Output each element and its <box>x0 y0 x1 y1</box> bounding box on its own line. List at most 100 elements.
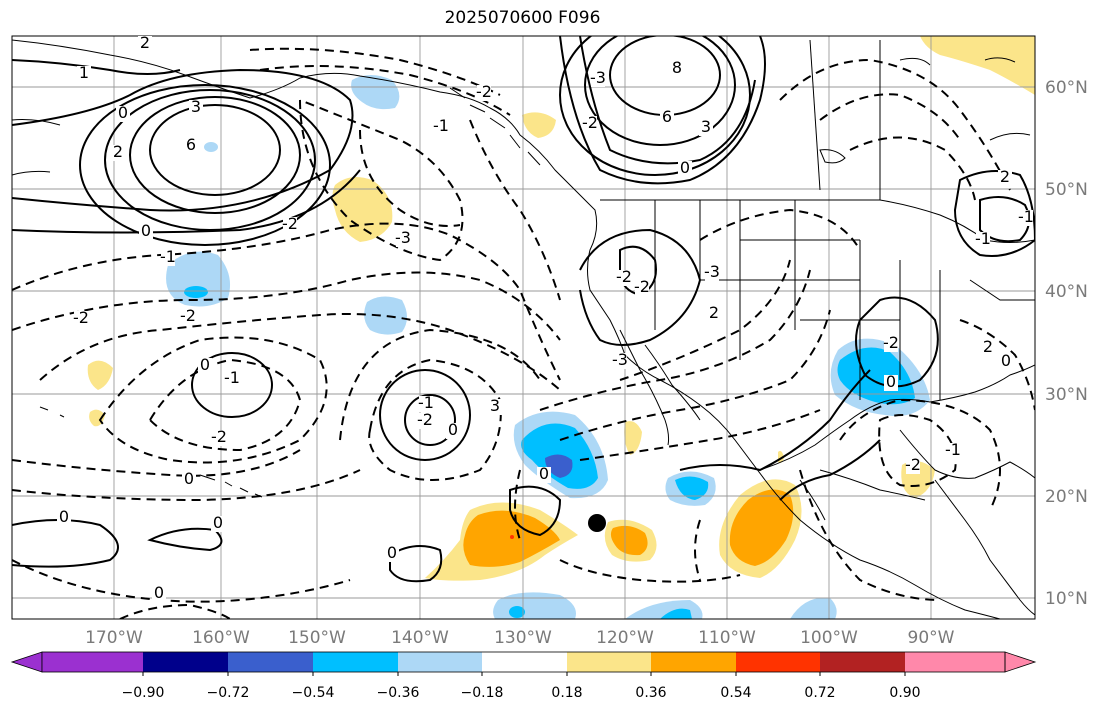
contour-label: -2 <box>417 410 433 429</box>
contour-label: -2 <box>180 306 196 325</box>
longitude-labels: 170°W 160°W 150°W 140°W 130°W 120°W 110°W 100°W… <box>85 628 955 648</box>
lat-tick-label: 20°N <box>1045 487 1088 507</box>
contour-label-bg <box>678 161 692 177</box>
contour-label: 0 <box>886 372 896 391</box>
contour-label-bg <box>211 516 225 532</box>
contour-label: -1 <box>418 393 434 412</box>
lat-tick-label: 50°N <box>1045 180 1088 200</box>
contour-label-bg <box>477 85 491 101</box>
colorbar-segment <box>905 652 1005 672</box>
contour-label: 0 <box>200 355 210 374</box>
contour-label: -1 <box>433 116 449 135</box>
contour-label: 0 <box>1001 351 1011 370</box>
contour-label-bg <box>139 224 153 240</box>
contour-label-bg <box>138 36 152 52</box>
contour-label: -2 <box>282 214 298 233</box>
contour-label: 3 <box>701 117 711 136</box>
contour-label-bg <box>488 399 502 415</box>
contour-label-bg <box>189 100 203 116</box>
contour-label: -2 <box>476 82 492 101</box>
contour-label: -2 <box>616 267 632 286</box>
contour-label: 6 <box>186 135 196 154</box>
contour-label-bg <box>591 71 605 87</box>
contour-label-bg <box>906 458 920 474</box>
coastlines <box>12 39 1035 619</box>
lon-tick-label: 160°W <box>192 628 250 648</box>
shading-layer <box>87 36 1035 619</box>
contour-label-bg <box>152 586 166 602</box>
contour-label: -1 <box>975 229 991 248</box>
contour-label: 0 <box>448 420 458 439</box>
latitude-labels: 60°N 50°N 40°N 30°N 20°N 10°N <box>1045 78 1088 609</box>
colorbar-segment <box>313 652 398 672</box>
contour-label: 0 <box>213 513 223 532</box>
contour-label: 0 <box>154 583 164 602</box>
contour-label: 3 <box>191 97 201 116</box>
colorbar-tick-label: 0.54 <box>720 685 751 701</box>
contour-label-bg <box>998 170 1012 186</box>
contour-label: -2 <box>582 113 598 132</box>
lon-tick-label: 110°W <box>698 628 756 648</box>
lon-tick-label: 100°W <box>800 628 858 648</box>
contour-label: 0 <box>539 464 549 483</box>
colorbar-segment <box>228 652 313 672</box>
contour-label-bg <box>884 375 898 391</box>
colorbar-tick-label: 0.90 <box>889 685 920 701</box>
colorbar-tick-label: −0.90 <box>122 685 165 701</box>
contour-label-bg <box>116 106 130 122</box>
map-title: 2025070600 F096 <box>444 8 601 28</box>
contour-label-bg <box>981 340 995 356</box>
contour-label-bg <box>225 371 239 387</box>
lon-tick-label: 120°W <box>596 628 654 648</box>
colorbar-tick-labels: −0.90 −0.72 −0.54 −0.36 −0.18 0.18 0.36 0.54 0.7… <box>122 672 921 701</box>
colorbar-tick-label: −0.72 <box>207 685 250 701</box>
contour-label: -2 <box>634 277 650 296</box>
colorbar-segment <box>820 652 905 672</box>
contour-label: 8 <box>672 58 682 77</box>
lon-tick-label: 150°W <box>288 628 346 648</box>
lon-tick-label: 140°W <box>391 628 449 648</box>
contour-label-bg <box>181 309 195 325</box>
colorbar-extend-min <box>10 651 43 673</box>
contour-label: -2 <box>73 308 89 327</box>
colorbar-segment <box>42 652 143 672</box>
contour-label: -3 <box>612 350 628 369</box>
colorbar-segment <box>143 652 228 672</box>
contour-label: 2 <box>1000 167 1010 186</box>
contour-label-bg <box>635 280 649 296</box>
contour-label-bg <box>537 467 551 483</box>
colorbar-extend-max <box>1004 651 1037 673</box>
contour-label: 2 <box>709 303 719 322</box>
contour-label: 0 <box>141 221 151 240</box>
colorbar <box>10 651 1037 673</box>
dashed-contours <box>12 47 1035 619</box>
contour-label-bg <box>707 306 721 322</box>
contour-label: 0 <box>59 507 69 526</box>
colorbar-segment <box>482 652 567 672</box>
contour-label-bg <box>111 145 125 161</box>
colorbar-segment <box>736 652 820 672</box>
contour-label-bg <box>705 265 719 281</box>
contour-label: 0 <box>118 103 128 122</box>
map-border <box>11 35 1036 620</box>
contour-label: 0 <box>680 158 690 177</box>
contour-label: -2 <box>883 333 899 352</box>
lon-tick-label: 130°W <box>494 628 552 648</box>
lon-tick-label: 90°W <box>908 628 955 648</box>
colorbar-tick-label: 0.72 <box>804 685 835 701</box>
contour-label-bg <box>884 336 898 352</box>
contour-label-bg <box>613 353 627 369</box>
contour-label-bg <box>418 413 432 429</box>
contour-label: -1 <box>224 368 240 387</box>
lat-tick-label: 30°N <box>1045 385 1088 405</box>
colorbar-tick-label: −0.36 <box>377 685 420 701</box>
contour-labels: 120 362-1-2 -20 -3-1-2-20-1-200 000003-3-2-3… <box>57 33 1034 602</box>
contour-label: 2 <box>140 33 150 52</box>
contour-label-bg <box>660 110 674 126</box>
colorbar-tick-label: −0.18 <box>461 685 504 701</box>
contour-label: 0 <box>387 543 397 562</box>
contour-label: -3 <box>704 262 720 281</box>
colorbar-segment <box>651 652 736 672</box>
contour-label: 6 <box>662 107 672 126</box>
contour-label-bg <box>999 354 1013 370</box>
